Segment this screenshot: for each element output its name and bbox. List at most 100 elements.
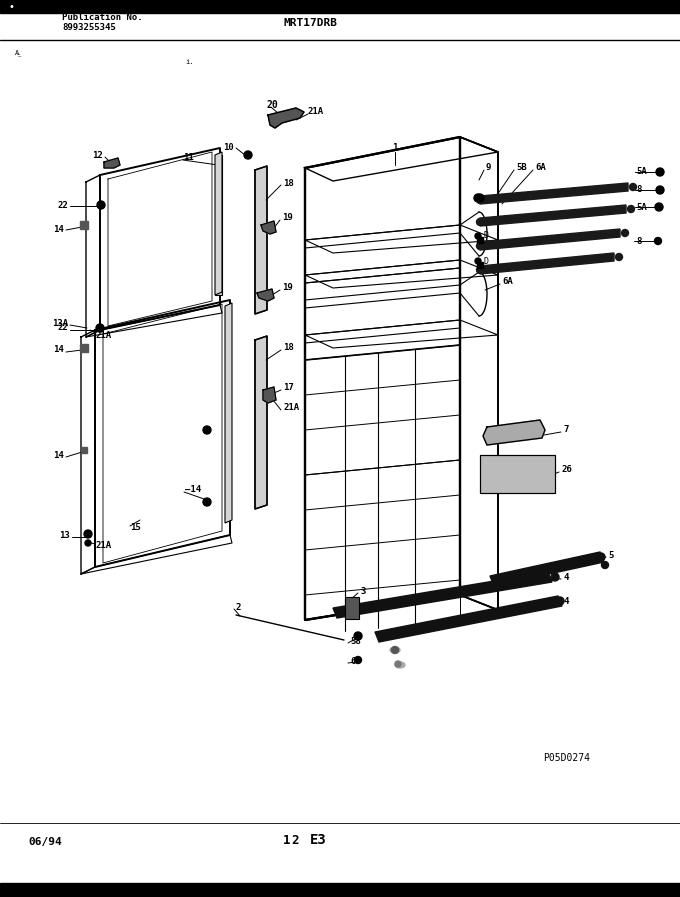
Circle shape [597,553,605,561]
Polygon shape [255,166,267,314]
Text: 8993255345: 8993255345 [62,23,116,32]
Circle shape [615,254,622,260]
Circle shape [203,498,211,506]
Text: •: • [8,2,14,12]
Polygon shape [225,303,232,523]
Polygon shape [375,596,562,642]
Circle shape [354,657,362,664]
Text: 3: 3 [360,587,365,596]
Bar [480,455,555,493]
Text: D: D [484,231,489,240]
Circle shape [392,647,398,654]
Text: 17: 17 [283,384,294,393]
Ellipse shape [395,662,405,668]
Circle shape [475,233,481,239]
Text: 5A: 5A [636,203,647,212]
Circle shape [477,196,483,204]
Text: 21A: 21A [96,330,112,339]
Text: 8: 8 [636,237,641,246]
Ellipse shape [390,647,400,653]
Polygon shape [483,420,545,445]
Polygon shape [261,221,276,234]
Bar [345,597,359,619]
Text: A: A [15,50,19,56]
Circle shape [654,238,662,245]
Circle shape [474,194,482,202]
Text: MRT17DRB: MRT17DRB [283,18,337,28]
Bar [477,237,483,243]
Text: 2: 2 [236,604,241,613]
Polygon shape [257,289,274,301]
Text: i.: i. [185,59,194,65]
Circle shape [551,573,559,581]
Text: 14: 14 [53,345,64,354]
Text: 22: 22 [57,324,68,333]
Circle shape [622,230,628,237]
Bar [0,883,680,897]
Bar [0,0,680,13]
Circle shape [96,324,104,332]
Text: 21A: 21A [96,542,112,551]
Text: 4: 4 [563,597,568,606]
Text: 12: 12 [92,151,103,160]
Polygon shape [480,229,620,250]
Text: 4: 4 [563,572,568,581]
Polygon shape [104,158,120,168]
Circle shape [477,242,483,249]
Bar [80,344,88,352]
Text: 1: 1 [282,833,290,847]
Polygon shape [268,108,304,128]
Polygon shape [215,152,222,295]
Circle shape [630,184,636,190]
Circle shape [602,562,609,569]
Text: 10: 10 [223,144,234,152]
Circle shape [203,426,211,434]
Text: 11: 11 [183,153,194,162]
Text: 14: 14 [53,450,64,459]
Text: —: — [17,53,20,57]
Text: 18: 18 [283,344,294,353]
Text: 21A: 21A [308,108,324,117]
Bar [81,447,87,453]
Text: 2: 2 [291,833,299,847]
Text: 6A: 6A [502,277,513,286]
Text: 13: 13 [59,530,70,539]
Polygon shape [263,387,276,403]
Text: 8: 8 [636,186,641,195]
Circle shape [395,661,401,667]
Polygon shape [480,183,628,204]
Text: Publication No.: Publication No. [62,13,143,22]
Circle shape [476,194,484,202]
Text: 6A: 6A [535,163,546,172]
Circle shape [84,530,92,538]
Text: 14: 14 [53,225,64,234]
Circle shape [477,266,483,274]
Polygon shape [490,552,604,586]
Circle shape [656,168,664,176]
Text: 6: 6 [350,658,356,666]
Circle shape [477,219,483,225]
Bar [80,221,88,229]
Circle shape [244,151,252,159]
Text: 06/94: 06/94 [28,837,62,847]
Text: E3: E3 [310,833,327,847]
Circle shape [475,258,481,264]
Circle shape [354,632,362,640]
Text: 5B: 5B [516,163,527,172]
Bar [477,262,483,268]
Text: —14: —14 [185,485,201,494]
Text: D: D [484,257,489,266]
Text: 18: 18 [283,179,294,187]
Text: P05D0274: P05D0274 [543,753,590,763]
Text: 20: 20 [266,100,278,110]
Text: 9: 9 [486,163,492,172]
Text: 22: 22 [57,202,68,211]
Polygon shape [333,572,552,618]
Text: 19: 19 [282,283,293,292]
Text: 5: 5 [608,551,613,560]
Text: 19: 19 [282,213,293,222]
Text: 1: 1 [392,144,398,152]
Text: 21A: 21A [283,404,299,413]
Circle shape [628,205,634,213]
Polygon shape [480,205,626,226]
